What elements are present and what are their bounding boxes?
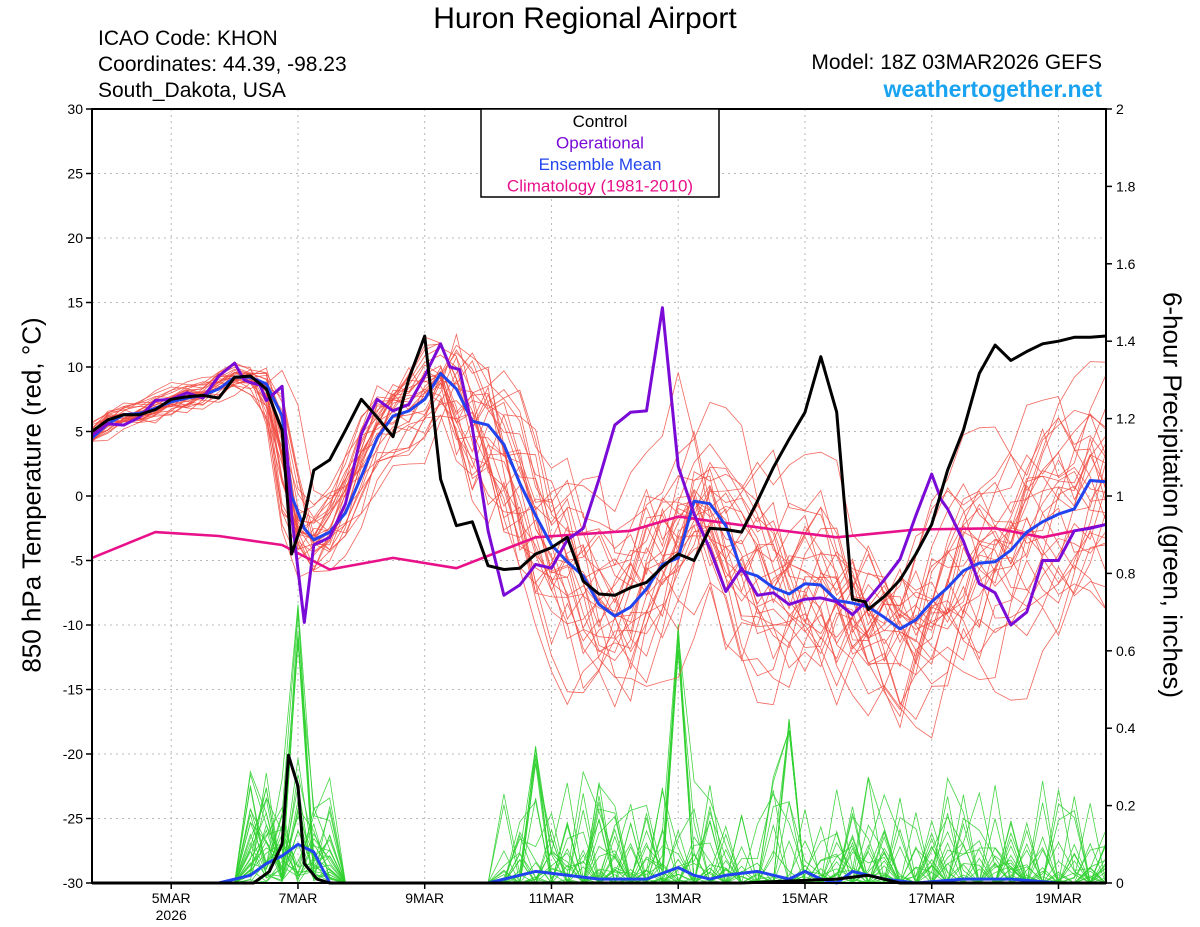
axes: 302520151050-5-10-15-20-25-3021.81.61.41… — [63, 101, 1136, 923]
legend: Control Operational Ensemble Mean Climatolo… — [480, 108, 720, 198]
operational-line — [91, 306, 1107, 627]
icao-code: ICAO Code: KHON — [98, 27, 278, 50]
y-tick-label: 10 — [67, 359, 83, 375]
y-tick-label: -25 — [63, 811, 83, 827]
y2-tick-label: 1.8 — [1116, 178, 1136, 194]
y-tick-label: -20 — [63, 746, 83, 762]
model-run: Model: 18Z 03MAR2026 GEFS — [811, 51, 1102, 74]
coordinates: Coordinates: 44.39, -98.23 — [98, 53, 347, 76]
location: South_Dakota, USA — [98, 79, 286, 102]
x-tick-label: 11MAR — [529, 890, 575, 906]
precip-member-line — [92, 640, 1107, 885]
control-line — [91, 334, 1107, 611]
x-tick-label: 5MAR — [152, 890, 191, 906]
legend-entry-climatology: Climatology (1981-2010) — [507, 177, 693, 196]
temperature-member-line — [91, 343, 1107, 661]
x-tick-label: 19MAR — [1035, 890, 1082, 906]
legend-entry-control: Control — [573, 112, 628, 131]
site-name: weathertogether.net — [883, 76, 1102, 102]
y-tick-label: -30 — [63, 875, 83, 891]
temperature-member-line — [91, 371, 1107, 720]
y2-tick-label: 0.2 — [1116, 798, 1136, 814]
y2-tick-label: 0.6 — [1116, 643, 1136, 659]
legend-entry-ensemble-mean: Ensemble Mean — [539, 155, 662, 174]
y-tick-label: -15 — [63, 682, 83, 698]
y2-tick-label: 0.8 — [1116, 565, 1136, 581]
temperature-member-line — [91, 381, 1107, 663]
legend-box — [480, 108, 720, 198]
y2-tick-label: 1.6 — [1116, 256, 1136, 272]
y-tick-label: -10 — [63, 617, 83, 633]
climatology-line — [91, 515, 1107, 571]
y-tick-label: 30 — [67, 101, 83, 117]
x-tick-label: 7MAR — [279, 890, 318, 906]
y-tick-label: 25 — [67, 166, 83, 182]
ensemble-mean-line — [90, 371, 1107, 631]
precip-member-line — [92, 747, 1107, 884]
temperature-member-line — [91, 362, 1107, 662]
y-tick-label: 5 — [75, 424, 83, 440]
x-tick-label: 15MAR — [782, 890, 829, 906]
temperature-member-line — [91, 344, 1107, 708]
y-tick-label: 15 — [67, 295, 83, 311]
temperature-member-line — [91, 367, 1107, 706]
main-series — [90, 306, 1107, 885]
y2-tick-label: 1.2 — [1116, 411, 1136, 427]
y-tick-label: 20 — [67, 230, 83, 246]
y2-tick-label: 1 — [1116, 488, 1124, 504]
gridlines — [92, 109, 1106, 883]
y-tick-label: -5 — [71, 553, 84, 569]
y2-tick-label: 2 — [1116, 101, 1124, 117]
chart-title: Huron Regional Airport — [433, 2, 737, 35]
x-tick-sublabel: 2026 — [156, 907, 187, 923]
x-tick-label: 9MAR — [405, 890, 444, 906]
precip-member-line — [92, 763, 1107, 885]
y2-tick-label: 1.4 — [1116, 333, 1136, 349]
temperature-member-line — [91, 359, 1107, 666]
y2-tick-label: 0 — [1116, 875, 1124, 891]
legend-entry-operational: Operational — [556, 134, 644, 153]
y2-tick-label: 0.4 — [1116, 720, 1136, 736]
temperature-member-lines — [91, 332, 1107, 739]
station-info: ICAO Code: KHON Coordinates: 44.39, -98.… — [98, 26, 347, 104]
x-tick-label: 13MAR — [655, 890, 702, 906]
temperature-member-line — [91, 365, 1107, 739]
y-tick-label: 0 — [75, 488, 83, 504]
temperature-member-line — [91, 349, 1107, 688]
temperature-member-line — [91, 352, 1107, 661]
x-tick-label: 17MAR — [908, 890, 955, 906]
